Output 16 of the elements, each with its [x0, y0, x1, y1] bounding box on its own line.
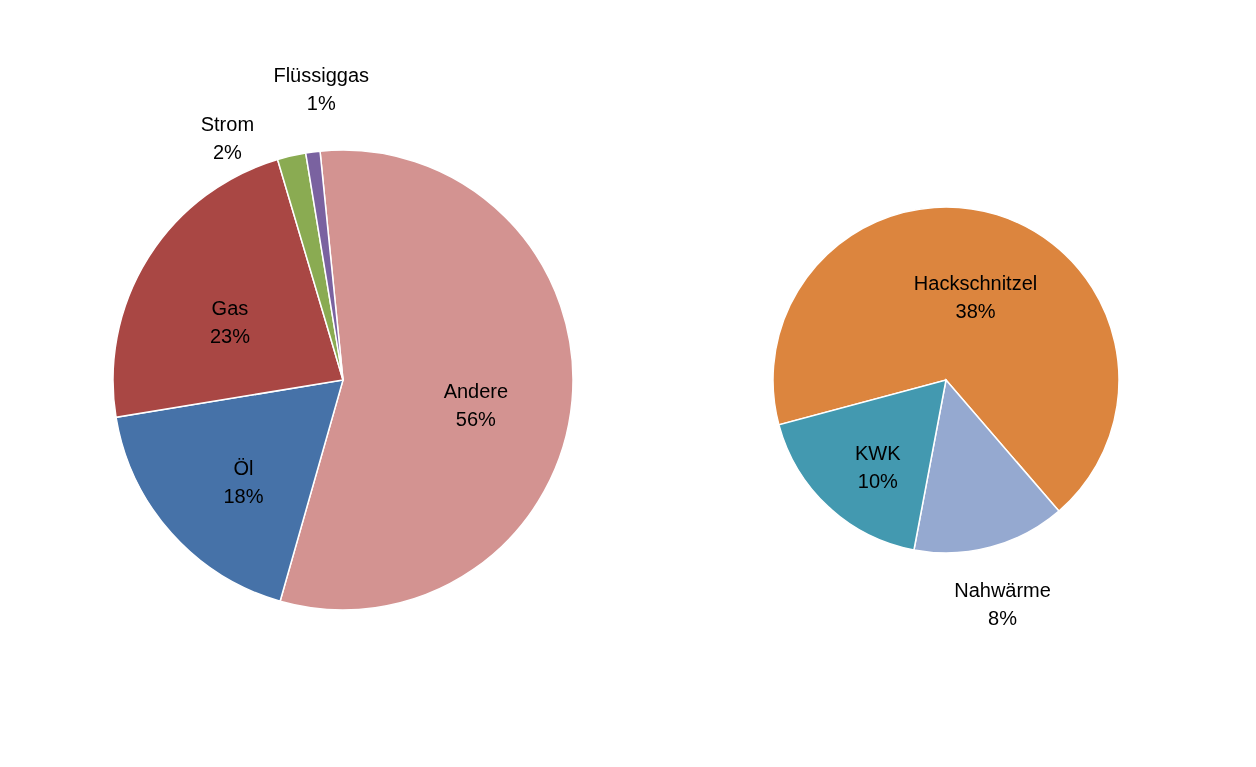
- slice-label: Andere: [443, 379, 509, 402]
- data-label: 23%: [209, 325, 251, 348]
- data-label: 8%: [988, 606, 1018, 629]
- data-label: 1%: [306, 91, 336, 114]
- slice-label: Öl: [233, 456, 254, 479]
- slice-label: Gas: [211, 297, 249, 320]
- data-label: 38%: [955, 300, 996, 323]
- slice-label: Strom: [200, 112, 255, 135]
- data-label: 56%: [455, 407, 497, 430]
- slice-label: KWK: [855, 441, 902, 464]
- slice-label: Nahwärme: [954, 578, 1051, 601]
- data-label: 10%: [857, 469, 899, 492]
- data-label: 18%: [223, 484, 264, 507]
- data-label: 2%: [212, 140, 243, 163]
- slice-label: Flüssiggas: [273, 63, 370, 86]
- slice-label: Hackschnitzel: [913, 272, 1038, 295]
